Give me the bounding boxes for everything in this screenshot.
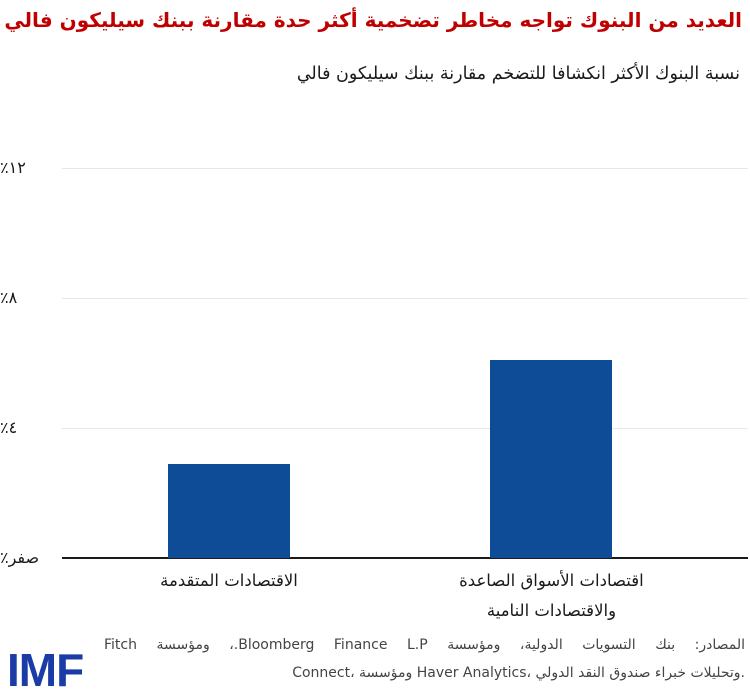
y-tick-label: ٤٪ (0, 418, 18, 437)
source-note: المصادر: بنك التسويات الدولية، ومؤسسة Bl… (104, 631, 745, 687)
y-tick-label: صفر٪ (0, 548, 40, 567)
gridline (62, 428, 748, 429)
imf-logo: IMF (7, 644, 84, 696)
gridline (62, 298, 748, 299)
bar (168, 463, 291, 558)
bar (490, 359, 613, 558)
figure-subtitle: نسبة البنوك الأكثر انكشافا للتضخم مقارنة… (296, 64, 740, 84)
category-label: الاقتصادات المتقدمة (160, 571, 298, 590)
gridline (62, 168, 748, 169)
y-tick-label: ٨٪ (0, 288, 18, 307)
source-note-line-2: Connect، ومؤسسة Haver Analytics، وتحليلا… (292, 665, 745, 681)
category-label: اقتصادات الأسواق الصاعدة والاقتصادات الن… (459, 571, 644, 620)
figure-title: العديد من البنوك تواجه مخاطر تضخمية أكثر… (4, 8, 742, 32)
x-axis-line (62, 557, 748, 559)
y-tick-label: ١٢٪ (0, 158, 26, 177)
source-note-line-1: المصادر: بنك التسويات الدولية، ومؤسسة Bl… (104, 637, 745, 653)
